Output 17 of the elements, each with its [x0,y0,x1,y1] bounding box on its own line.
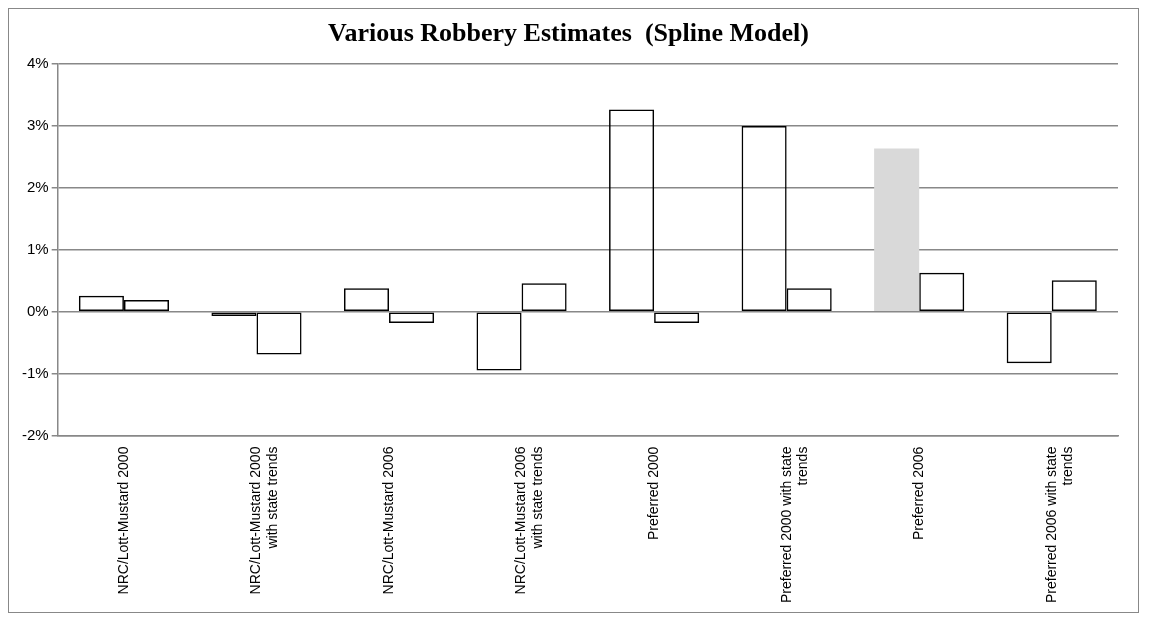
x-tick-label: Preferred 2006 [910,446,927,540]
y-tick-label: -2% [21,425,49,443]
y-tick-label: 2% [26,178,49,196]
x-tick-label: Preferred 2000 with state trends [777,446,811,603]
y-tick-label: 0% [26,301,49,319]
x-tick-label: NRC/Lott-Mustard 2000 with state trends [247,446,281,595]
x-tick-label: Preferred 2006 with state trends [1042,446,1076,603]
x-tick-label: NRC/Lott-Mustard 2006 with state trends [512,446,546,595]
bar [874,148,920,312]
x-tick-label: Preferred 2000 [644,446,661,540]
y-tick-label: 3% [26,116,49,134]
y-tick-label: 1% [26,240,49,258]
chart-title: Various Robbery Estimates (Spline Model) [328,18,809,48]
x-tick-label: NRC/Lott-Mustard 2006 [379,446,396,595]
y-tick-label: -1% [21,363,49,381]
y-tick-label: 4% [26,54,49,72]
x-tick-label: NRC/Lott-Mustard 2000 [114,446,131,595]
